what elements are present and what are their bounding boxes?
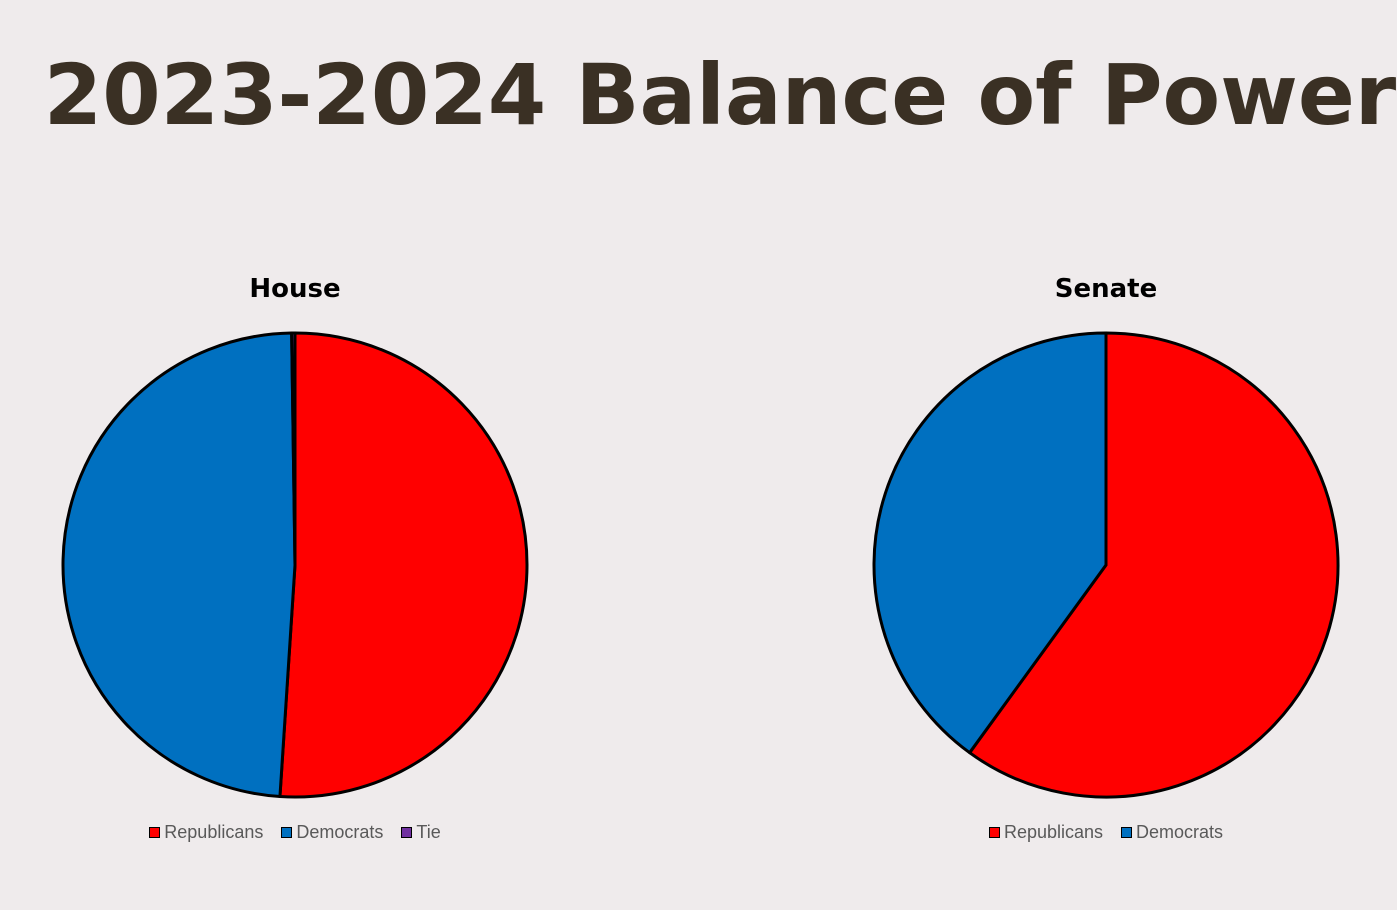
legend-item-tie: Tie <box>401 822 441 843</box>
pie-slice-republicans <box>278 331 529 799</box>
legend: Republicans Democrats Tie <box>55 822 535 843</box>
legend-swatch <box>988 827 1000 838</box>
pie-slice-tie <box>290 331 297 567</box>
legend-item-republicans: Republicans <box>149 822 263 843</box>
pie-chart <box>872 331 1340 799</box>
pie-slice-democrats <box>61 331 297 799</box>
pie-slice-republicans <box>968 331 1340 799</box>
legend: Republicans Democrats <box>866 822 1346 843</box>
chart-title: House <box>249 274 341 304</box>
legend-swatch <box>401 827 413 838</box>
legend-label: Democrats <box>1136 822 1224 842</box>
legend-swatch <box>281 827 293 838</box>
legend-label: Republicans <box>1003 822 1104 842</box>
legend-label: Democrats <box>296 822 384 842</box>
legend-item-democrats: Democrats <box>1121 822 1223 843</box>
legend-item-democrats: Democrats <box>281 822 383 843</box>
pie-slice-democrats <box>872 331 1108 755</box>
legend-label: Tie <box>416 822 441 842</box>
house-chart: House Republicans Democrats Tie <box>55 270 535 870</box>
legend-item-republicans: Republicans <box>988 822 1104 843</box>
chart-title: Senate <box>1054 274 1158 304</box>
page-title: 2023-2024 Balance of Power <box>43 46 1397 144</box>
legend-label: Republicans <box>164 822 264 842</box>
senate-chart: Senate Republicans Democrats <box>866 270 1346 870</box>
pie-chart <box>61 331 529 799</box>
legend-swatch <box>149 827 161 838</box>
legend-swatch <box>1121 827 1133 838</box>
